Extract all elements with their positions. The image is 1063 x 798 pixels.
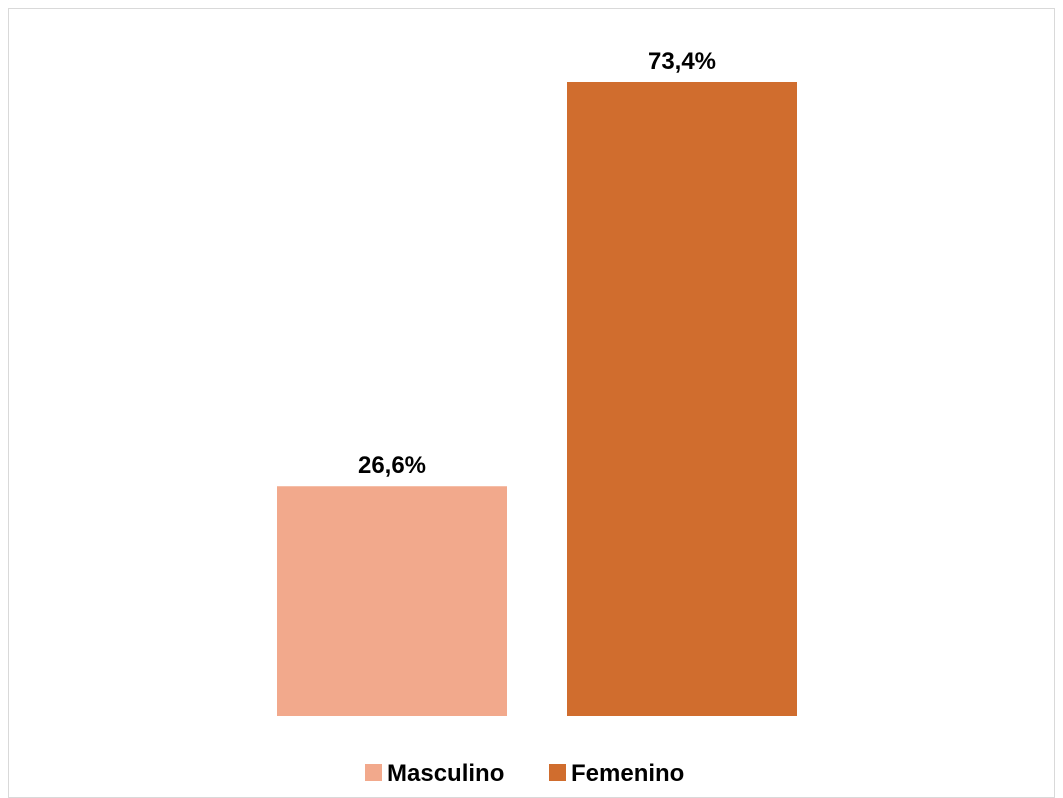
bar-femenino xyxy=(567,82,797,716)
legend-label-masculino: Masculino xyxy=(387,760,504,787)
data-label-masculino: 26,6% xyxy=(358,452,426,479)
legend: Masculino Femenino xyxy=(365,760,684,787)
bars-group xyxy=(277,82,797,716)
data-labels-group: 26,6% 73,4% xyxy=(358,48,716,479)
data-label-femenino: 73,4% xyxy=(648,48,716,75)
legend-label-femenino: Femenino xyxy=(571,760,684,787)
legend-swatch-femenino xyxy=(549,764,566,781)
legend-swatch-masculino xyxy=(365,764,382,781)
bar-masculino xyxy=(277,486,507,716)
chart-frame xyxy=(8,8,1055,798)
